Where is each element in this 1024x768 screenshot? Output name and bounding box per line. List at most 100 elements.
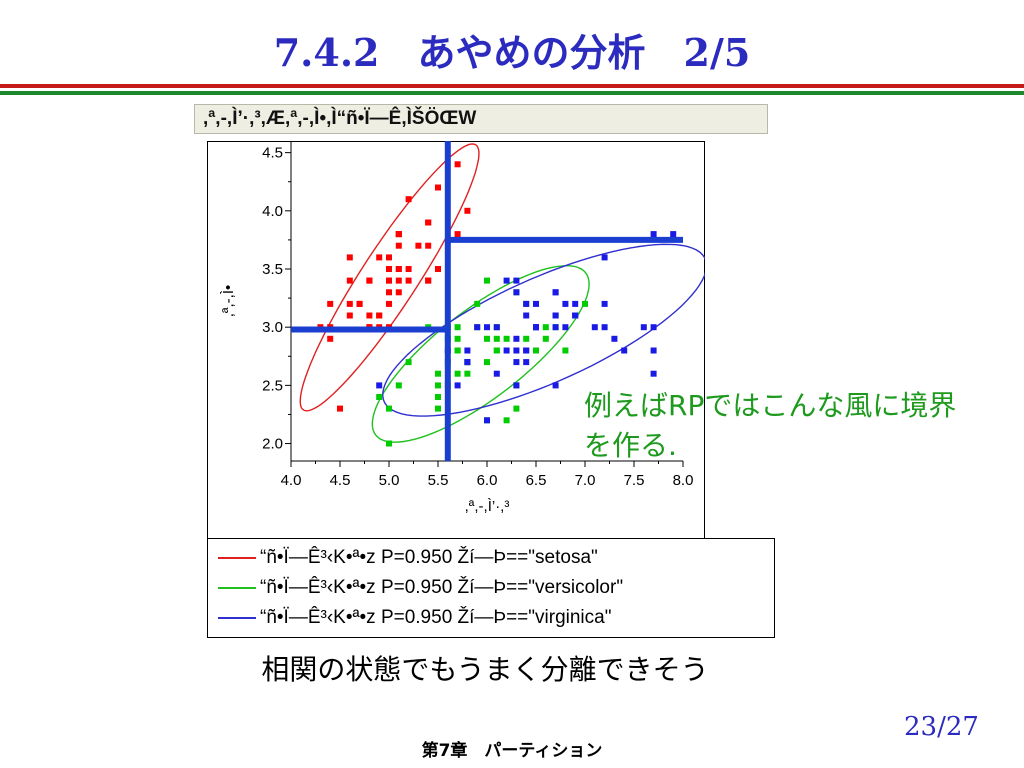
point-virginica [513,335,520,342]
point-setosa [327,300,334,307]
x-tick-label: 4.0 [281,472,302,489]
y-tick-label: 4.5 [262,145,283,162]
point-virginica [621,347,628,354]
point-setosa [395,231,402,238]
x-axis-label: ,ª,-,Ì’·,³ [465,498,510,515]
point-virginica [523,347,530,354]
point-versicolor [493,347,500,354]
point-setosa [327,335,334,342]
footer-chapter: 第7章 パーティション [421,741,603,761]
x-tick-label: 7.5 [624,472,645,489]
point-setosa [395,242,402,249]
point-versicolor [386,405,392,412]
x-tick-label: 5.0 [379,472,400,489]
point-versicolor [474,300,481,307]
point-versicolor [542,324,549,331]
point-virginica [503,277,510,284]
point-versicolor [523,335,530,342]
point-setosa [356,300,363,307]
point-virginica [513,382,520,389]
x-tick-label: 6.0 [477,472,498,489]
point-virginica [513,347,520,354]
legend-label: “ñ•Ï—Ê³‹K•ª•z P=0.950 Ží—Þ=="virginica" [260,607,612,628]
point-versicolor [562,347,569,354]
point-virginica [611,335,618,342]
point-setosa [346,312,353,319]
point-setosa [386,266,392,272]
point-virginica [562,300,569,307]
y-tick-label: 2.0 [262,436,283,453]
point-virginica [572,300,579,307]
point-setosa [376,254,383,261]
point-virginica [513,359,520,366]
point-setosa [376,312,383,319]
point-versicolor [484,335,490,342]
point-versicolor [513,405,520,412]
point-setosa [425,219,432,226]
legend-swatch-versicolor [218,586,256,589]
point-setosa [366,277,373,284]
legend-entry: “ñ•Ï—Ê³‹K•ª•z P=0.950 Ží—Þ=="versicolor" [218,577,623,603]
point-versicolor [435,370,441,377]
point-versicolor [484,359,490,366]
point-virginica [552,289,559,296]
point-versicolor [405,359,412,366]
point-virginica [650,347,657,354]
point-versicolor [542,335,549,342]
point-versicolor [454,347,461,354]
y-tick-label: 2.5 [262,377,283,394]
chart-panel-header: ,ª,-,Ì’·,³,Æ,ª,-,Ì•,Ì“ñ•Ï—Ê,ÌŠÖŒW [194,104,768,134]
point-virginica [493,370,500,377]
point-setosa [454,231,461,238]
point-setosa [405,196,412,203]
legend-swatch-virginica [218,616,256,619]
y-tick-label: 3.0 [262,319,283,336]
y-axis-label: ,ª,-,Ì• [220,285,237,317]
x-tick-label: 7.0 [575,472,596,489]
point-setosa [386,254,392,261]
point-virginica [650,324,657,331]
x-tick-label: 4.5 [330,472,351,489]
x-tick-label: 5.5 [428,472,449,489]
point-setosa [435,266,441,272]
point-virginica [523,359,530,366]
point-setosa [386,277,392,284]
density-ellipse-virginica [382,243,705,417]
point-setosa [395,277,402,284]
point-virginica [552,324,559,331]
point-setosa [386,300,392,307]
point-virginica [650,370,657,377]
density-ellipse-setosa [299,143,480,412]
point-setosa [346,277,353,284]
point-virginica [562,324,569,331]
point-virginica [464,359,471,366]
point-setosa [454,161,461,168]
point-virginica [601,324,608,331]
x-tick-label: 6.5 [526,472,547,489]
point-virginica [552,382,559,389]
point-versicolor [454,324,461,331]
point-setosa [395,266,402,272]
point-virginica [670,231,677,238]
point-virginica [533,324,539,331]
conclusion-text: 相関の状態でもうまく分離できそう [261,653,709,686]
point-versicolor [454,335,461,342]
point-virginica [484,417,490,424]
point-setosa [464,207,471,214]
point-virginica [513,277,520,284]
point-versicolor [493,335,500,342]
point-versicolor [435,405,441,412]
point-virginica [454,382,461,389]
point-virginica [484,324,490,331]
point-virginica [591,324,598,331]
x-tick-label: 8.0 [673,472,694,489]
legend-swatch-setosa [218,556,256,559]
point-versicolor [395,382,402,389]
point-setosa [425,242,432,249]
point-setosa [425,277,432,284]
legend-label: “ñ•Ï—Ê³‹K•ª•z P=0.950 Ží—Þ=="setosa" [260,547,598,568]
point-versicolor [464,370,471,377]
point-versicolor [484,277,490,284]
point-virginica [474,324,481,331]
point-versicolor [454,370,461,377]
